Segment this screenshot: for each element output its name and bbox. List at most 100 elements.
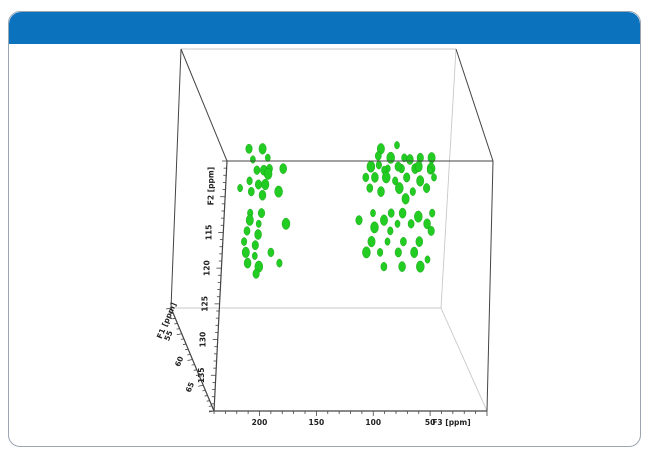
- f1-tick: [174, 323, 178, 325]
- peak: [380, 262, 388, 272]
- peak: [414, 210, 423, 223]
- peak: [382, 171, 391, 184]
- f1-tick: [195, 374, 200, 376]
- f1-tick: [176, 328, 180, 330]
- peak: [424, 255, 431, 264]
- peak: [375, 160, 382, 170]
- peak: [392, 176, 399, 186]
- f2-axis-line: [213, 160, 228, 412]
- f2-axis-label: F2 [ppm]: [207, 167, 216, 205]
- peak: [250, 155, 256, 164]
- peak: [407, 219, 415, 229]
- peak: [374, 151, 382, 161]
- peak: [427, 152, 436, 164]
- peak: [414, 161, 423, 173]
- peak: [263, 167, 273, 180]
- peak: [406, 154, 414, 165]
- f3-tick-label: 100: [365, 418, 381, 427]
- f1-tick: [165, 307, 172, 310]
- peak: [355, 215, 363, 226]
- f1-tick: [187, 359, 193, 361]
- peak: [257, 208, 265, 219]
- peak: [245, 214, 254, 226]
- f2-tick-label: 120: [202, 260, 211, 276]
- f1-tick-label: 60: [173, 355, 185, 368]
- f1-tick-label: 55: [162, 329, 174, 342]
- peak: [362, 246, 371, 259]
- f1-tick: [198, 384, 204, 387]
- f1-tick: [185, 348, 189, 351]
- f1-tick: [176, 333, 182, 336]
- f1-tick: [182, 343, 187, 345]
- f1-tick: [198, 379, 202, 381]
- peak: [258, 143, 267, 155]
- peak: [377, 248, 384, 257]
- f3-axis-label: F3 [ppm]: [432, 418, 470, 427]
- peak: [409, 187, 416, 196]
- peak-cloud: [237, 141, 437, 279]
- f1-tick: [170, 312, 174, 315]
- peak: [243, 226, 251, 236]
- peak: [366, 160, 376, 173]
- peak: [398, 261, 406, 272]
- peak: [415, 236, 423, 247]
- peak: [394, 161, 402, 172]
- peak: [401, 193, 410, 205]
- peak: [429, 208, 436, 218]
- f1-tick: [208, 410, 215, 413]
- peak: [398, 207, 407, 219]
- peak: [387, 226, 394, 236]
- peak: [366, 183, 374, 193]
- f2-tick-label: 125: [201, 296, 210, 312]
- nmr-3d-plot[interactable]: 200 150 100 50 115 120 125 130 135 55 60 65 F3 [ppm…: [9, 12, 641, 447]
- peak: [274, 185, 283, 198]
- peak: [247, 187, 255, 197]
- f1-tick: [204, 395, 208, 397]
- f2-tick-label: 130: [199, 332, 208, 348]
- peak: [254, 179, 262, 190]
- peak: [426, 166, 433, 175]
- f1-tick: [208, 405, 212, 407]
- peak: [416, 175, 425, 187]
- peak: [380, 214, 388, 226]
- peak: [427, 225, 435, 236]
- peak: [394, 247, 402, 258]
- peak: [251, 240, 259, 251]
- peak: [246, 176, 253, 186]
- peak: [386, 151, 395, 164]
- peak: [362, 172, 370, 183]
- peak: [403, 172, 411, 183]
- f1-tick: [193, 369, 197, 371]
- viewer-window: 200 150 100 50 115 120 125 130 135 55 60 65 F3 [ppm…: [8, 11, 641, 447]
- peak: [264, 153, 271, 162]
- axis-ticks: 200 150 100 50 115 120 125 130 135 55 60 65: [162, 160, 488, 427]
- peak: [245, 143, 253, 154]
- f1-tick: [187, 353, 191, 356]
- peak: [394, 141, 400, 150]
- peak: [281, 217, 291, 230]
- peak: [243, 257, 252, 269]
- window-header-bar: [9, 12, 640, 44]
- peak: [377, 186, 385, 197]
- peak: [252, 268, 260, 279]
- box-edge: [455, 48, 494, 162]
- peak: [416, 260, 425, 273]
- peak: [423, 218, 431, 230]
- box-edge: [440, 48, 457, 309]
- peak: [241, 246, 250, 259]
- f3-tick-label: 150: [309, 418, 325, 427]
- peak: [279, 163, 287, 174]
- peak: [423, 183, 431, 194]
- peak: [431, 173, 437, 182]
- peak: [394, 219, 401, 228]
- bounding-box-back-edges: [171, 48, 488, 412]
- peak: [367, 236, 376, 248]
- box-edge: [440, 307, 488, 412]
- box-edge: [180, 48, 228, 162]
- peak: [410, 246, 419, 259]
- f2-tick-label: 115: [204, 225, 213, 241]
- peak: [370, 209, 376, 218]
- f1-tick: [206, 400, 210, 402]
- peak: [267, 247, 275, 258]
- box-edge: [170, 48, 182, 309]
